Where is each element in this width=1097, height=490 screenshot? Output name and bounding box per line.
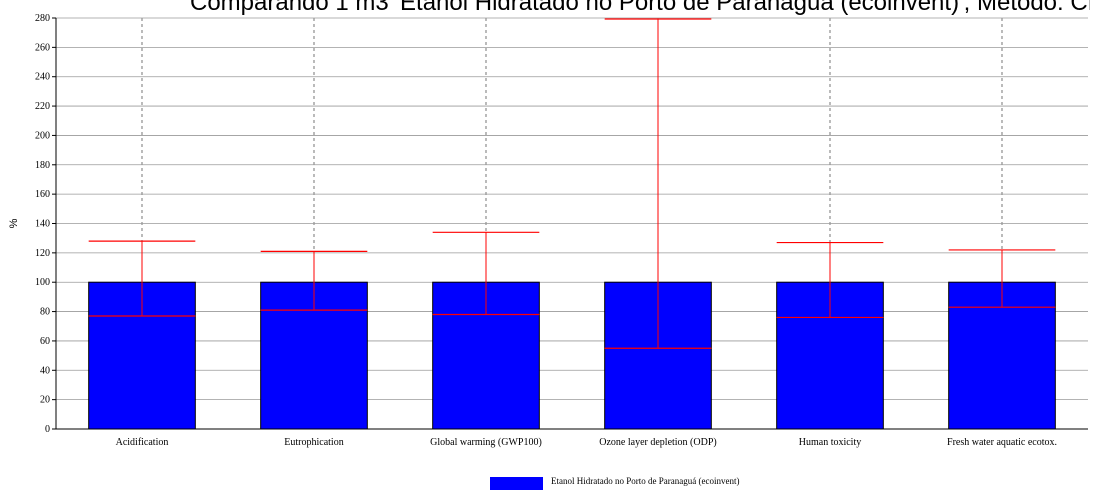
legend: Etanol Hidratado no Porto de Paranaguá (… <box>490 476 739 490</box>
grid <box>56 17 1088 429</box>
category-label: Global warming (GWP100) <box>430 437 542 448</box>
legend-label: Etanol Hidratado no Porto de Paranaguá (… <box>551 476 739 486</box>
y-tick-label: 60 <box>40 336 50 347</box>
y-tick-label: 120 <box>35 248 50 259</box>
chart-title: Comparando 1 m3 'Etanol Hidratado no Por… <box>190 0 1090 16</box>
y-tick-label: 200 <box>35 130 50 141</box>
category-label: Fresh water aquatic ecotox. <box>947 437 1057 448</box>
category-label: Ozone layer depletion (ODP) <box>599 437 716 448</box>
y-axis-label: % <box>8 218 20 228</box>
y-tick-label: 220 <box>35 101 50 112</box>
y-tick-label: 180 <box>35 160 50 171</box>
category-label: Human toxicity <box>799 437 862 448</box>
y-tick-label: 140 <box>35 219 50 230</box>
y-tick-label: 40 <box>40 365 50 376</box>
y-tick-label: 80 <box>40 307 50 318</box>
category-label: Eutrophication <box>284 437 343 448</box>
error-bars <box>88 18 1056 349</box>
y-tick-label: 20 <box>40 395 50 406</box>
bars <box>88 281 1056 430</box>
legend-swatch <box>490 477 543 490</box>
y-tick-label: 0 <box>45 424 50 435</box>
category-labels: Acidification Eutrophication Global warmin… <box>116 437 1057 448</box>
y-tick-label: 280 <box>35 13 50 24</box>
y-tick-label: 240 <box>35 72 50 83</box>
category-label: Acidification <box>116 437 169 448</box>
axes: 0 20 40 60 80 100 120 140 160 180 200 220 240 260 280% <box>8 13 1088 435</box>
y-tick-label: 260 <box>35 42 50 53</box>
y-tick-label: 160 <box>35 189 50 200</box>
y-tick-label: 100 <box>35 277 50 288</box>
